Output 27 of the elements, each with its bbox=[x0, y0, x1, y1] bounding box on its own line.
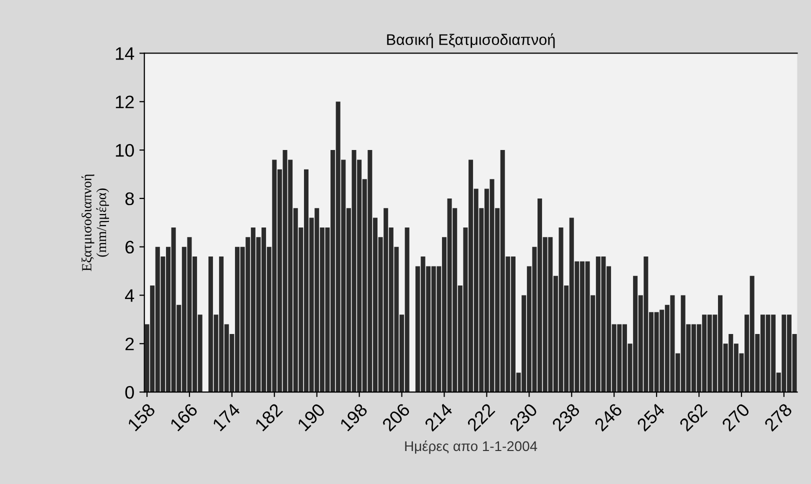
x-axis-title: Ημέρες απο 1-1-2004 bbox=[405, 440, 538, 454]
x-tick-label: 166 bbox=[169, 402, 198, 432]
x-tick-label: 158 bbox=[127, 402, 156, 432]
x-tick-label: 190 bbox=[296, 402, 326, 432]
x-tick-label: 254 bbox=[636, 402, 666, 432]
x-tick-label: 198 bbox=[339, 402, 368, 432]
x-tick-label: 246 bbox=[594, 402, 623, 432]
x-tick-label: 230 bbox=[508, 402, 538, 432]
x-tick-label: 270 bbox=[721, 402, 750, 432]
y-tick-label: 14 bbox=[116, 47, 134, 60]
y-tick-label: 8 bbox=[125, 192, 134, 206]
x-tick-label: 174 bbox=[212, 402, 241, 432]
y-tick-label: 12 bbox=[116, 96, 134, 108]
x-tick-label: 182 bbox=[254, 402, 284, 432]
y-tick-label: 10 bbox=[116, 144, 134, 157]
y-tick-label: 4 bbox=[125, 289, 134, 302]
x-tick-label: 262 bbox=[678, 402, 708, 432]
y-axis-title: Εξατμισοδιαπνοή (mm/ημέρα) bbox=[82, 174, 109, 272]
y-tick-label: 2 bbox=[126, 338, 134, 350]
y-tick-label: 6 bbox=[126, 240, 134, 254]
x-tick-label: 278 bbox=[764, 402, 793, 432]
x-tick-label: 238 bbox=[551, 402, 580, 432]
y-tick-label: 0 bbox=[125, 386, 134, 399]
x-tick-label: 214 bbox=[424, 402, 454, 432]
x-tick-label: 222 bbox=[466, 402, 496, 432]
x-tick-label: 206 bbox=[381, 402, 411, 432]
chart-title: Βασική Εξατμισοδιαπνοή bbox=[387, 33, 555, 48]
